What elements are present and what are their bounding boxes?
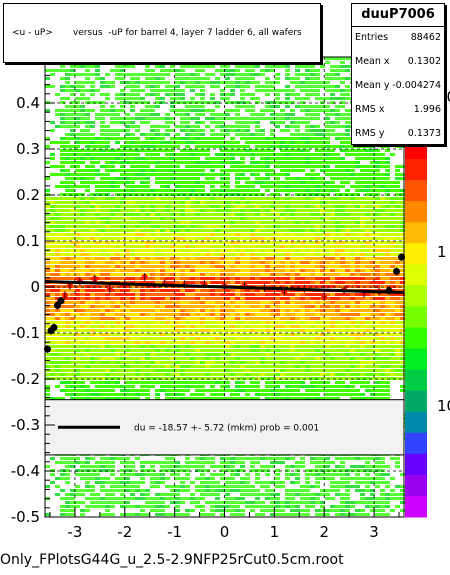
y-tick-label: 0.2 — [16, 186, 40, 204]
stats-box: duuP7006 Entries 88462 Mean x 0.1302 Mea… — [351, 3, 445, 145]
colorbar-tick-label: 1 — [437, 243, 447, 261]
axes: -3 -2 -1 0 1 2 3 -0.5 -0.4 -0.3 -0.2 -0.1 0 0.1 0.2 0.3… — [11, 74, 400, 541]
y-tick-label: -0.3 — [11, 416, 40, 434]
plot-title: <u - uP> versus -uP for barrel 4, layer … — [12, 28, 302, 38]
stats-value: 88462 — [410, 32, 441, 43]
x-tick-label: -1 — [167, 523, 182, 541]
histogram-name: duuP7006 — [352, 4, 444, 27]
y-tick-label: 0.1 — [16, 232, 40, 250]
y-tick-label: 0 — [30, 278, 40, 296]
y-tick-label: -0.1 — [11, 324, 40, 342]
stats-value: -0.004274 — [392, 80, 441, 91]
stats-value: 0.1302 — [407, 56, 441, 67]
file-name-caption: Only_FPlotsG44G_u_2.5-2.9NFP25rCut0.5cm.… — [0, 552, 344, 568]
color-scale: 10110 — [405, 88, 450, 518]
x-tick-label: 3 — [369, 523, 379, 541]
fit-line — [44, 279, 405, 295]
stats-label: Entries — [355, 32, 389, 43]
colorbar-tick-label: 10 — [437, 397, 450, 415]
y-tick-label: -0.4 — [11, 462, 40, 480]
y-tick-label: 0.4 — [16, 94, 40, 112]
x-tick-label: 0 — [220, 523, 230, 541]
stats-label: RMS y — [355, 128, 385, 139]
stats-label: Mean y — [355, 80, 390, 91]
x-tick-label: -2 — [117, 523, 132, 541]
stats-value: 1.996 — [413, 104, 441, 115]
plot-title-box: <u - uP> versus -uP for barrel 4, layer … — [3, 3, 321, 63]
stats-label: RMS x — [355, 104, 385, 115]
stats-label: Mean x — [355, 56, 390, 67]
x-tick-label: 1 — [270, 523, 280, 541]
x-tick-label: 2 — [319, 523, 329, 541]
y-tick-label: -0.5 — [11, 508, 40, 526]
fit-legend-label: du = -18.57 +- 5.72 (mkm) prob = 0.001 — [134, 423, 319, 433]
x-tick-label: -3 — [67, 523, 82, 541]
stats-value: 0.1373 — [407, 128, 441, 139]
y-tick-label: -0.2 — [11, 370, 40, 388]
y-tick-label: 0.3 — [16, 140, 40, 158]
